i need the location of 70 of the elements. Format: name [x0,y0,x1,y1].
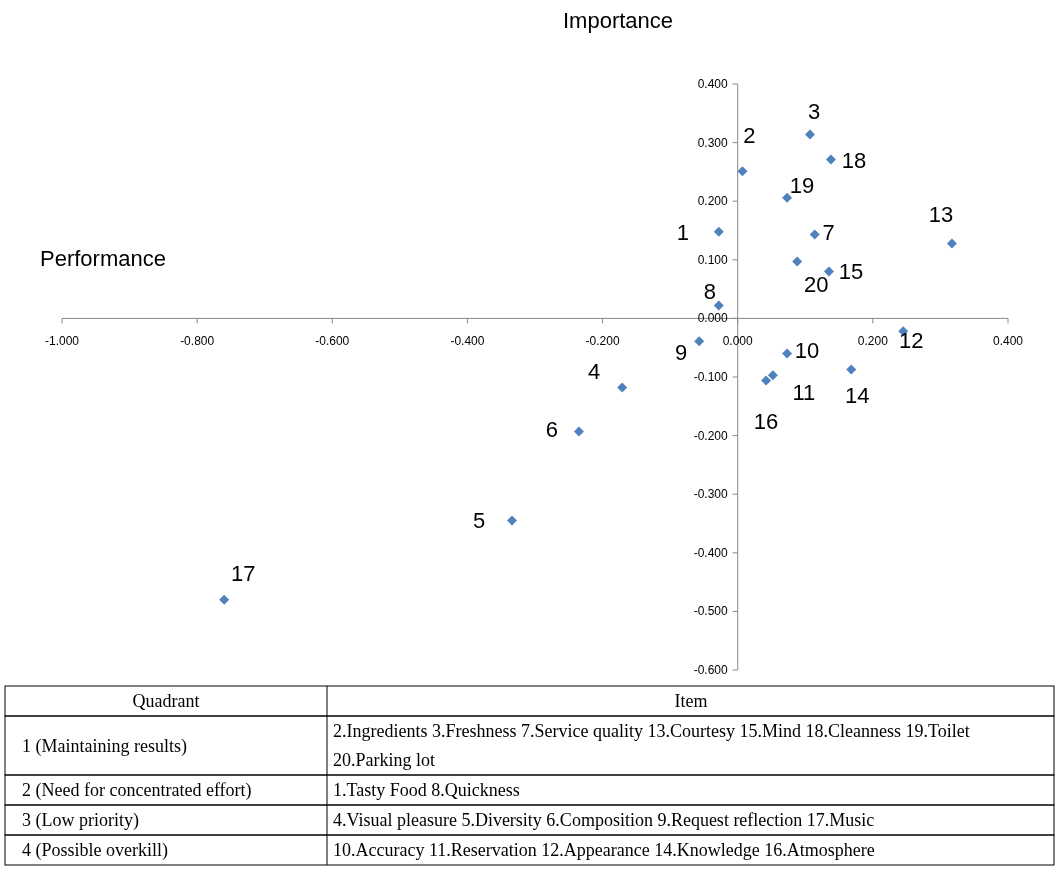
x-tick-label: -1.000 [44,334,80,349]
point [782,192,793,203]
x-tick-label: -0.600 [315,334,350,349]
point [767,370,778,381]
point [573,426,584,437]
y-tick-label: -0.200 [693,428,729,443]
point [792,256,803,267]
annotation: 7 [822,219,835,245]
text: 2 (Need for concentrated effort) [22,780,252,801]
y-tick-label: 0.000 [697,311,729,326]
point [823,266,834,277]
annotation: 11 [792,380,816,406]
annotation: 14 [844,383,870,409]
y-tick-label: -0.500 [693,604,729,619]
text: 1.Tasty Food 8.Quickness [333,780,520,800]
annotation: 19 [789,172,815,198]
annotation: 1 [676,219,689,245]
point [825,154,836,165]
text: 3 (Low priority) [22,810,139,831]
x-tick-label: 0.000 [722,334,754,349]
point [846,364,857,375]
annotation: 18 [841,147,867,173]
point [713,226,724,237]
annotation: 13 [928,202,954,228]
y-tick-label: 0.200 [697,194,729,209]
point [713,300,724,311]
point [694,336,705,347]
annotation: 12 [899,328,924,354]
annotation: 15 [838,258,864,284]
point [507,515,518,526]
y-tick-label: 0.400 [697,77,729,91]
annotation: 9 [675,340,688,366]
point [809,229,820,240]
text: Quadrant [132,691,200,711]
annotation: 5 [472,507,486,533]
annotation: 20 [803,271,829,297]
y-tick-label: 0.100 [697,252,729,267]
point [946,238,957,249]
x-tick-label: -0.200 [585,334,620,349]
x-axis-title: Performance [40,246,166,271]
text: 1 (Maintaining results) [22,735,187,757]
y-tick-label: 0.300 [697,135,729,150]
annotation: 6 [545,417,559,443]
point [737,166,748,177]
text: 10.Accuracy 11.Reservation 12.Appearance 14.Knowledge 16.Atmosphere [333,840,875,860]
annotation: 4 [588,358,601,384]
annotation: 3 [807,99,821,125]
text: 4 (Possible overkill) [22,840,168,861]
text: 2.Ingredients 3.Freshness 7.Service quality 13.Courtesy 15.Mind 18.Cleanness 19.Toilet 20.Parking lot [333,721,970,770]
y-tick-label: -0.300 [693,487,729,502]
x-tick-label: -0.800 [180,334,215,349]
text: 4.Visual pleasure 5.Diversity 6.Composition 9.Request reflection 17.Music [333,810,875,830]
y-tick-label: -0.100 [693,370,729,384]
y-axis-title: Importance [562,8,674,33]
annotation: 2 [743,123,756,149]
x-tick-label: 0.400 [992,334,1024,349]
annotation: 17 [230,560,256,586]
text: Item [674,691,708,711]
x-tick-label: 0.200 [857,334,889,349]
annotation: 8 [703,278,716,304]
point [761,375,772,386]
point [219,594,230,605]
annotation: 16 [753,408,779,434]
y-tick-label: -0.400 [693,545,729,560]
annotation: 10 [794,337,820,363]
x-tick-label: -0.400 [450,334,485,349]
point [617,382,628,393]
point [805,129,816,140]
y-tick-label: -0.600 [693,663,729,677]
point [782,348,793,359]
